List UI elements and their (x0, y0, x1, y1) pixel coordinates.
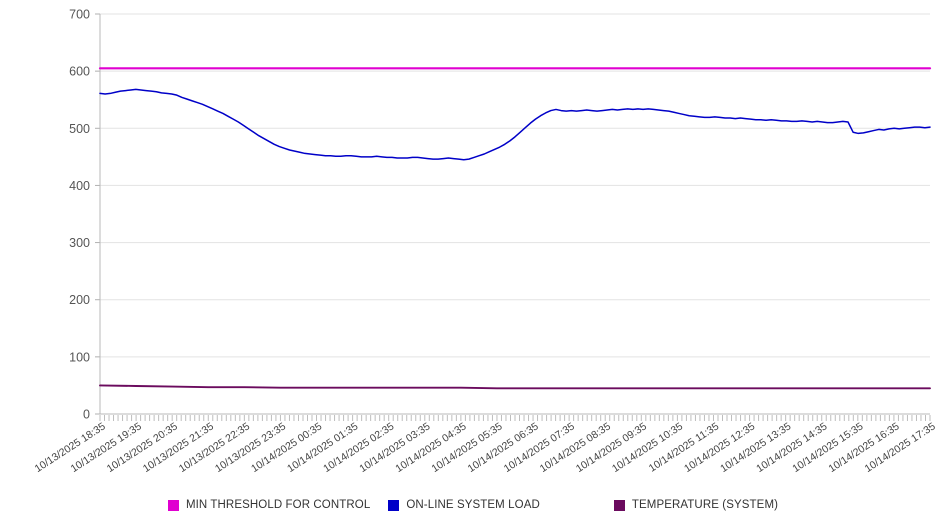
data-series-group (98, 67, 932, 390)
legend-spacer (540, 505, 614, 506)
legend-spacer (370, 505, 388, 506)
series-line-temperature-system (99, 384, 931, 390)
legend-item-online-system-load[interactable]: ON-LINE SYSTEM LOAD (388, 499, 540, 511)
gridlines-group (100, 13, 930, 415)
legend-item-min-threshold[interactable]: MIN THRESHOLD FOR CONTROL (167, 499, 371, 511)
legend-label-temperature-system: TEMPERATURE (SYSTEM) (631, 499, 779, 511)
legend-swatch-temperature-system (613, 499, 625, 511)
y-axis-tick-label: 700 (69, 8, 90, 22)
series-line-online-system-load (99, 88, 931, 161)
y-axis-tick-label: 100 (69, 350, 90, 364)
y-axis-tick-label: 600 (69, 65, 90, 79)
legend-label-online-system-load: ON-LINE SYSTEM LOAD (406, 499, 540, 511)
chart-legend: MIN THRESHOLD FOR CONTROL ON-LINE SYSTEM… (0, 493, 946, 517)
y-axis-tick-label: 300 (69, 236, 90, 250)
legend-swatch-online-system-load (388, 499, 400, 511)
legend-item-temperature-system[interactable]: TEMPERATURE (SYSTEM) (613, 499, 779, 511)
legend-label-min-threshold: MIN THRESHOLD FOR CONTROL (185, 499, 371, 511)
y-axis-ticks-group (95, 13, 100, 415)
y-axis-labels-group: 0 100 200 300 400 500 600 700 (69, 8, 90, 422)
x-axis-minor-ticks-group (99, 415, 931, 421)
y-axis-tick-label: 500 (69, 122, 90, 136)
legend-swatch-min-threshold (167, 499, 179, 511)
y-axis-tick-label: 400 (69, 179, 90, 193)
y-axis-tick-label: 200 (69, 293, 90, 307)
line-chart-plot: 0 100 200 300 400 500 600 700 10/13/2025 18:351… (33, 8, 938, 476)
y-axis-tick-label: 0 (83, 408, 90, 422)
